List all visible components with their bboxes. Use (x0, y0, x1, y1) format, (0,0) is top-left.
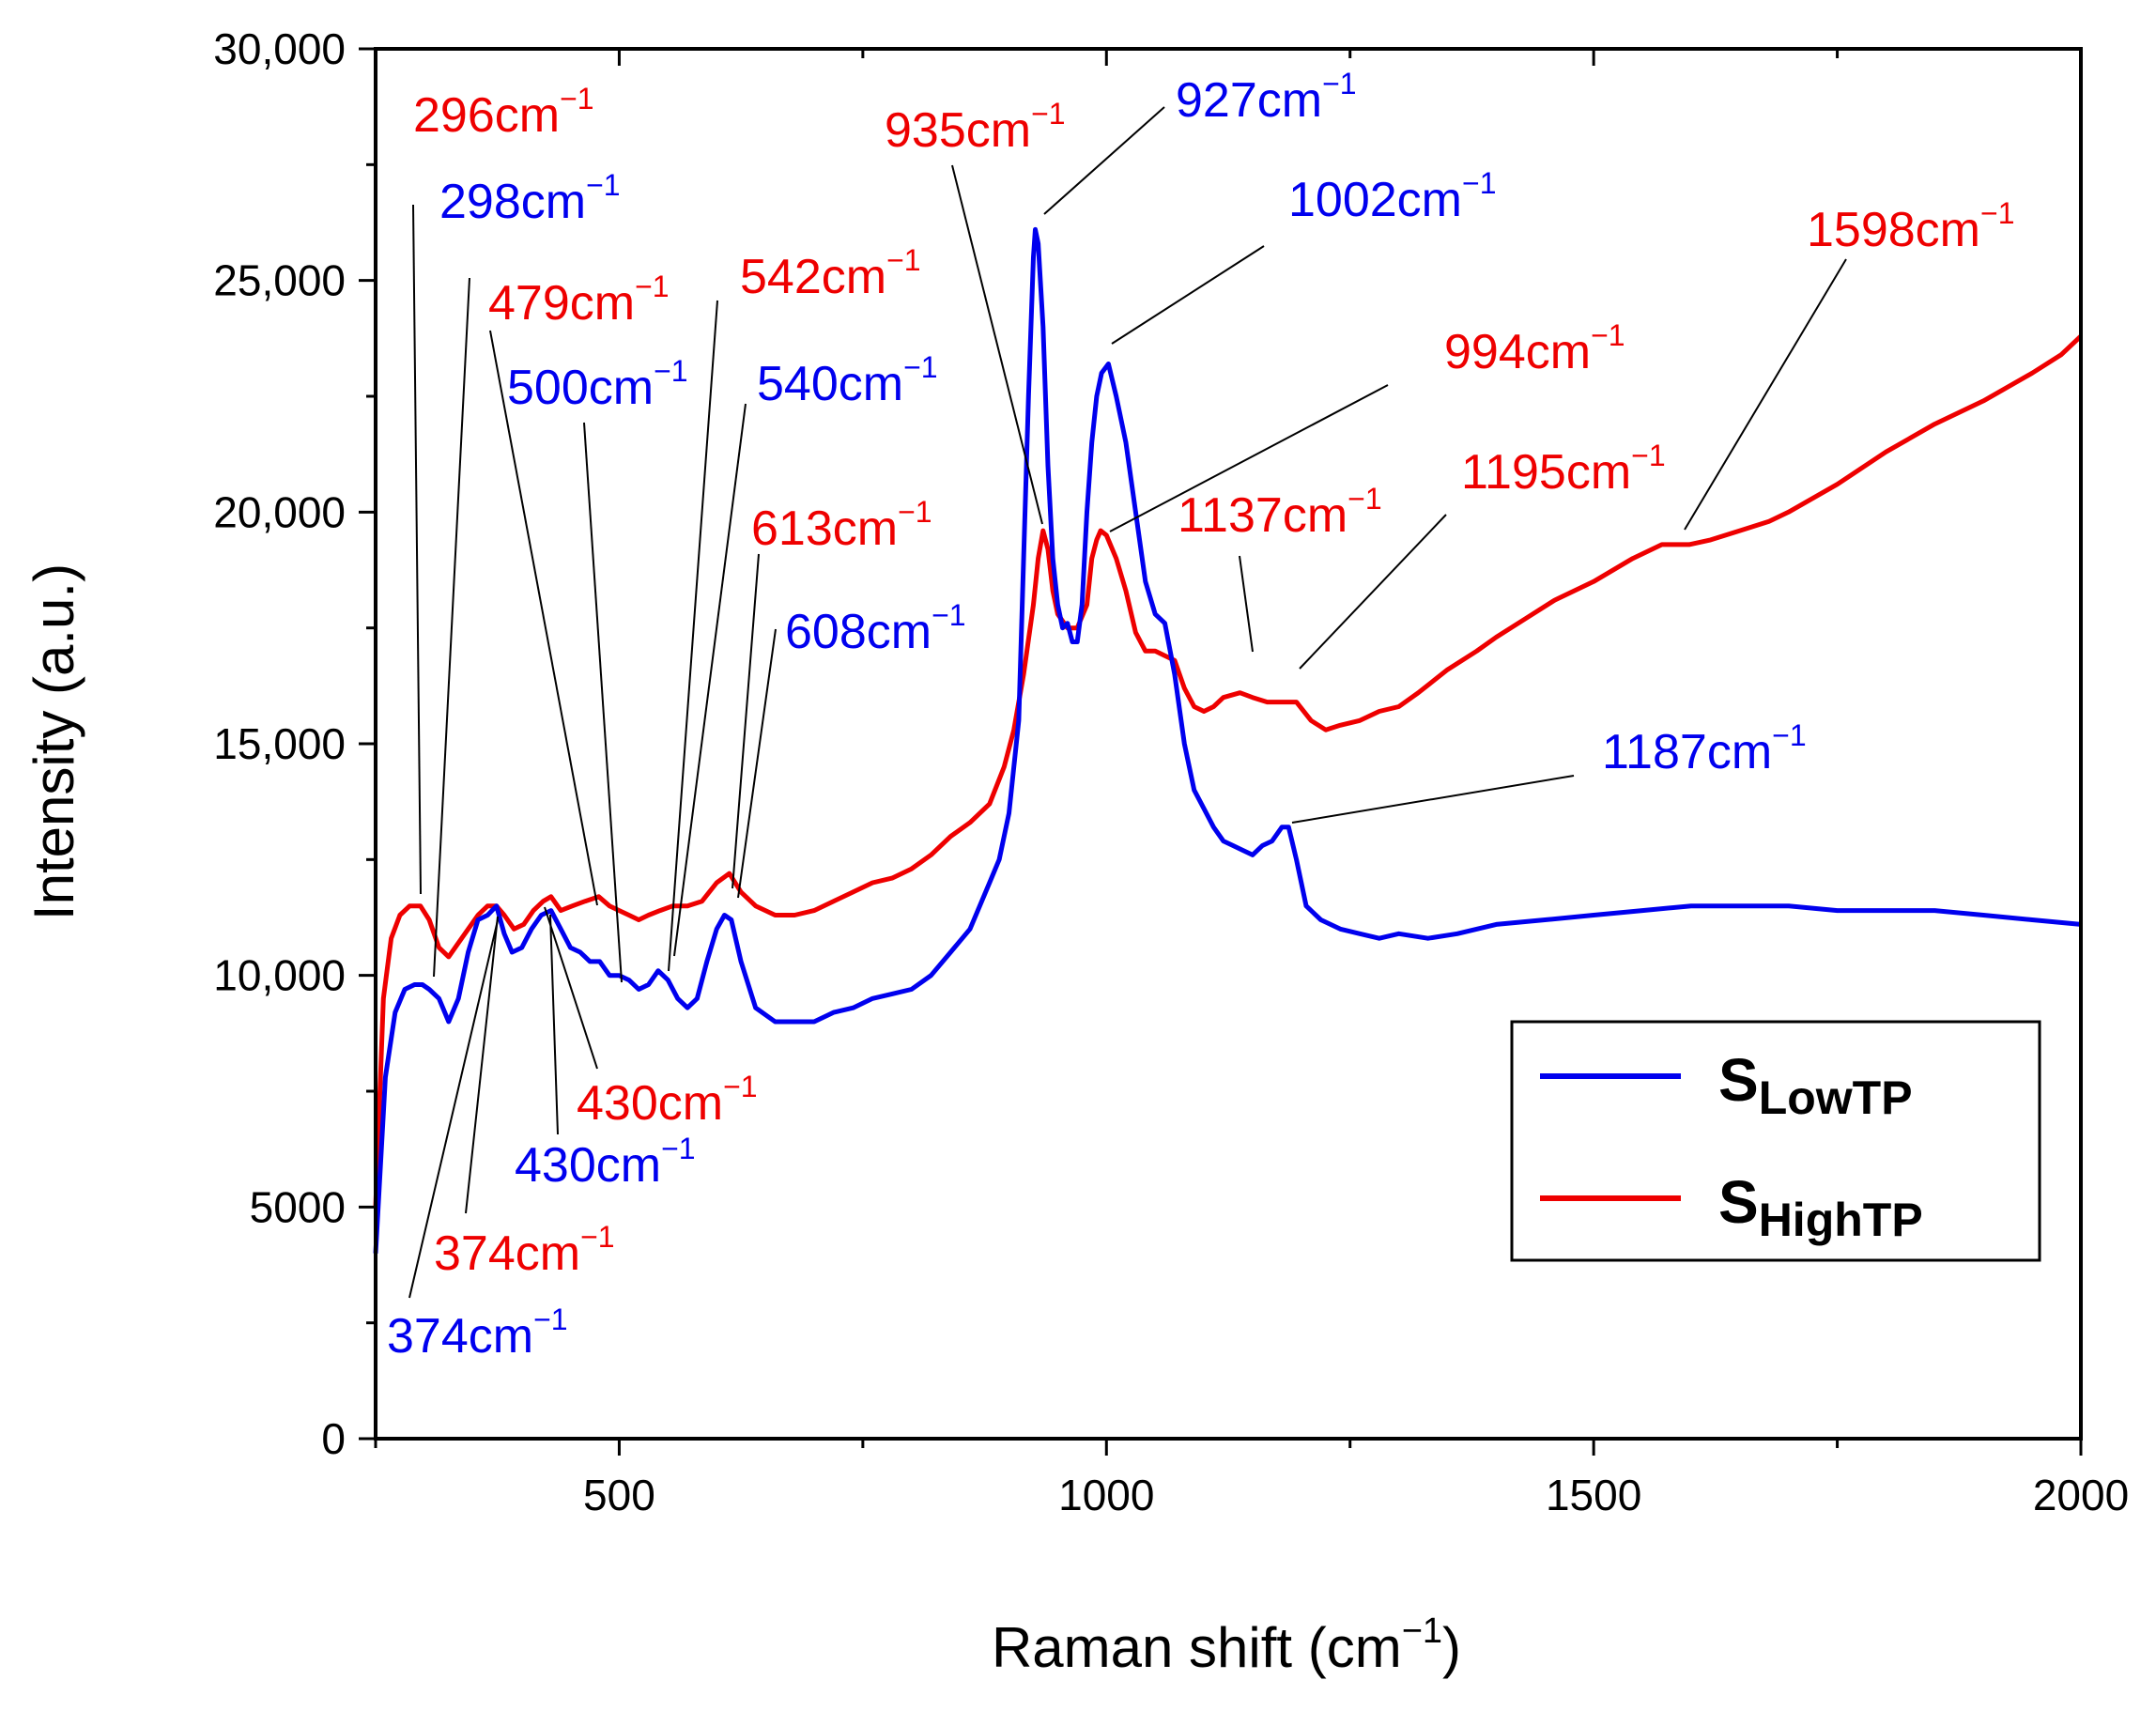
annotation-label-17: 430cm−1 (515, 1132, 696, 1193)
annotation-label-15: 1187cm−1 (1602, 718, 1807, 779)
x-axis-title-main: Raman shift (cm (992, 1616, 1402, 1679)
annotation-leader-18 (465, 916, 499, 1214)
annotation-label-14: 1598cm−1 (1807, 196, 2014, 257)
annotation-leader-12 (1239, 555, 1254, 653)
annotation-leader-16 (544, 906, 598, 1070)
annotation-label-8: 935cm−1 (885, 97, 1066, 158)
y-tick-label: 10,000 (213, 951, 346, 1000)
annotation-leader-5 (673, 403, 747, 957)
annotation-layer: 296cm−1 298cm−1 479cm−1 542cm−1 500cm−1 540cm… (387, 67, 2014, 1364)
legend-label-high: SHighTP (1718, 1168, 1923, 1246)
annotation-leader-15 (1291, 775, 1575, 824)
x-tick-label: 2000 (2033, 1471, 2129, 1519)
annotation-label-5: 540cm−1 (757, 350, 938, 411)
annotation-label-9: 927cm−1 (1176, 67, 1357, 128)
x-tick-label: 1500 (1546, 1471, 1641, 1519)
y-tick-label: 15,000 (213, 719, 346, 768)
series-line-S_HighTP (373, 334, 2083, 1208)
annotation-leader-4 (583, 422, 623, 983)
annotation-leader-10 (1111, 245, 1265, 345)
annotation-leader-9 (1043, 106, 1165, 215)
annotation-label-18: 374cm−1 (434, 1220, 615, 1281)
legend-box (1510, 1020, 2041, 1262)
annotation-label-6: 613cm−1 (751, 495, 932, 556)
series-line-S_LowTP (373, 226, 2082, 1254)
y-tick-label: 0 (321, 1414, 346, 1463)
annotation-leader-7 (737, 628, 777, 899)
annotation-leader-14 (1684, 258, 1847, 531)
legend: SLowTP SHighTP (1510, 1020, 2041, 1262)
x-axis-title-end: ) (1442, 1616, 1461, 1679)
annotation-label-3: 542cm−1 (740, 243, 921, 304)
annotation-leader-8 (951, 164, 1043, 525)
annotation-label-16: 430cm−1 (577, 1070, 758, 1131)
y-tick-label: 25,000 (213, 256, 346, 305)
legend-label-low: SLowTP (1718, 1046, 1913, 1124)
annotation-leader-13 (1299, 514, 1447, 670)
annotation-label-13: 1195cm−1 (1461, 439, 1666, 500)
x-axis-title-sup: −1 (1402, 1611, 1442, 1651)
y-tick-label: 20,000 (213, 487, 346, 536)
x-tick-label: 1000 (1058, 1471, 1154, 1519)
annotation-label-19: 374cm−1 (387, 1303, 568, 1364)
annotation-leader-11 (1109, 384, 1389, 532)
annotation-leader-0 (412, 204, 422, 895)
annotation-leader-3 (668, 300, 718, 972)
annotation-label-1: 298cm−1 (439, 168, 621, 229)
annotation-leader-2 (489, 330, 598, 906)
annotation-label-7: 608cm−1 (785, 598, 966, 659)
tick-layer: 500 1000 1500 2000 0 5000 10,000 15,000 20,000 25… (213, 24, 2129, 1519)
annotation-label-10: 1002cm−1 (1288, 166, 1496, 227)
y-tick-label: 5000 (250, 1182, 346, 1231)
series-layer (373, 226, 2083, 1254)
annotation-leader-6 (732, 553, 760, 889)
annotation-label-4: 500cm−1 (507, 354, 688, 415)
annotation-leader-1 (433, 277, 470, 978)
annotation-leader-19 (408, 919, 499, 1299)
x-tick-label: 500 (583, 1471, 655, 1519)
annotation-label-11: 994cm−1 (1444, 318, 1625, 379)
annotation-leader-layer (408, 106, 1847, 1299)
annotation-label-2: 479cm−1 (488, 270, 670, 331)
x-axis-title: Raman shift (cm−1) (992, 1611, 1461, 1679)
annotation-label-12: 1137cm−1 (1178, 482, 1382, 543)
y-axis-title: Intensity (a.u.) (23, 563, 85, 920)
y-tick-label: 30,000 (213, 24, 346, 73)
annotation-leader-17 (549, 914, 559, 1135)
annotation-label-0: 296cm−1 (413, 82, 594, 143)
